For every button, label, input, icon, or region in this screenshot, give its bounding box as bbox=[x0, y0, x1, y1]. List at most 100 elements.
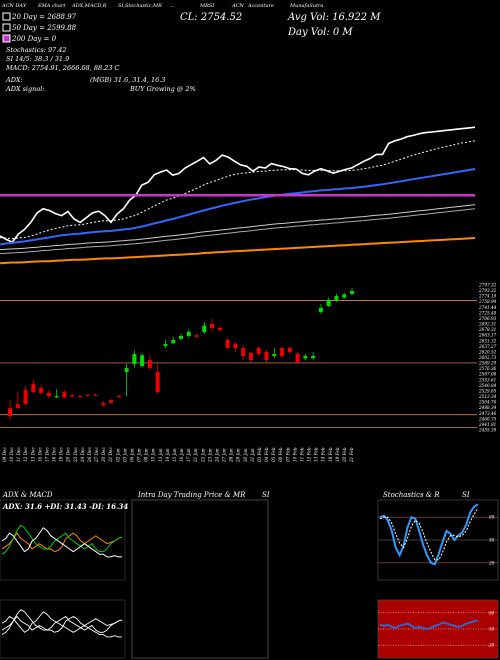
date-tick-label: 30 Jan bbox=[243, 448, 248, 462]
date-tick-label: 28 Jan bbox=[229, 448, 234, 463]
date-tick-label: 27 Jan bbox=[222, 448, 227, 463]
adx-values: (MGB) 31.6, 31.4, 16.3 bbox=[90, 76, 165, 84]
close-label: CL: 2754.52 bbox=[180, 12, 242, 23]
candle-body bbox=[287, 348, 292, 353]
avg-volume: Avg Vol: 16.922 M bbox=[287, 12, 381, 23]
ema200-line bbox=[0, 237, 476, 265]
date-tick-label: 08 Jan bbox=[144, 448, 149, 462]
date-tick-label: 06 Feb bbox=[278, 447, 283, 462]
header-fragment: ACN DAY bbox=[1, 3, 27, 9]
legend-200day: 200 Day = 0 bbox=[11, 35, 57, 43]
rsi-tick-label: 20 bbox=[488, 643, 495, 648]
price-tick-label: 2758.94 bbox=[478, 299, 497, 304]
candle-body bbox=[233, 344, 238, 349]
macd-panel-frame bbox=[0, 599, 126, 659]
legend-20day: 20 Day = 2688.97 bbox=[11, 13, 77, 21]
candle-body bbox=[334, 295, 339, 300]
candle-body bbox=[163, 344, 168, 347]
date-tick-label: 06 Jan bbox=[130, 448, 135, 462]
price-tick-label: 2576.36 bbox=[478, 366, 497, 371]
date-tick-label: 09 Dec bbox=[2, 447, 7, 462]
rsi-lines: 80 50 20 bbox=[378, 610, 498, 648]
price-tick-label: 2529.65 bbox=[478, 388, 497, 393]
macd-line bbox=[1, 609, 123, 635]
candle-body bbox=[303, 356, 308, 359]
date-tick-label: 31 Dec bbox=[108, 447, 113, 462]
adx-panel-frame bbox=[0, 499, 126, 581]
date-tick-label: 05 Feb bbox=[271, 447, 276, 462]
ema20-line bbox=[0, 140, 476, 240]
legend-box-50 bbox=[2, 23, 11, 32]
price-tick-label: 2540.84 bbox=[478, 383, 497, 388]
date-tick-label: 11 Feb bbox=[300, 447, 305, 462]
candle-body bbox=[147, 360, 152, 369]
candle-chart: 2797.322793.322774.192758.942741.442725.… bbox=[0, 283, 497, 463]
date-tick-label: 13 Feb bbox=[314, 447, 319, 462]
stoch-series-signal bbox=[379, 507, 479, 561]
ema100-lower-line bbox=[0, 208, 476, 255]
date-tick-label: 24 Dec bbox=[80, 447, 85, 463]
price-tick-label: 2589.29 bbox=[478, 361, 497, 366]
candle-body bbox=[155, 372, 160, 393]
date-tick-label: 19 Dec bbox=[59, 447, 64, 462]
candle-body bbox=[225, 340, 230, 349]
candle-body bbox=[194, 335, 199, 337]
price-tick-label: 2774.19 bbox=[478, 294, 497, 299]
candle-body bbox=[31, 384, 36, 393]
candle-body bbox=[101, 403, 106, 406]
macd-readout: MACD: 2754.91, 2666.68, 88.23 C bbox=[5, 64, 119, 72]
day-volume: Day Vol: 0 M bbox=[287, 27, 353, 38]
candle-body bbox=[77, 396, 82, 398]
legend-box-20 bbox=[2, 12, 11, 21]
stochastics-title: Stochastics & R bbox=[383, 491, 440, 499]
date-tick-label: 10 Jan bbox=[151, 448, 156, 462]
adx-label: ADX: bbox=[5, 76, 23, 84]
date-tick-label: 14 Feb bbox=[321, 447, 326, 462]
rsi-tick-label: 50 bbox=[489, 627, 495, 632]
candle-body bbox=[116, 396, 121, 398]
date-tick-label: 20 Dec bbox=[66, 447, 71, 463]
date-tick-label: 16 Jan bbox=[179, 448, 184, 462]
price-tick-label: 2602.73 bbox=[478, 355, 497, 360]
date-tick-label: 03 Feb bbox=[257, 447, 262, 462]
date-tick-label: 30 Dec bbox=[101, 447, 106, 462]
candle-body bbox=[171, 340, 176, 344]
adx-lines bbox=[1, 524, 123, 558]
price-tick-label: 2553.61 bbox=[478, 377, 496, 382]
candle-body bbox=[15, 404, 20, 409]
macd-lines bbox=[1, 609, 123, 638]
header-fragment: EMA chart bbox=[37, 3, 66, 9]
candle-body bbox=[272, 354, 277, 357]
candle-body bbox=[256, 348, 261, 355]
candle-body bbox=[186, 332, 191, 337]
adx-series--di bbox=[1, 527, 122, 558]
stochastics-title-suffix: SI bbox=[462, 491, 470, 499]
candle-body bbox=[326, 299, 331, 306]
legend: 20 Day = 2688.97 50 Day = 2599.88 200 Da… bbox=[2, 12, 77, 43]
price-tick-label: 2513.34 bbox=[478, 394, 497, 399]
adx-series-+di bbox=[1, 524, 123, 555]
price-tick-label: 2567.08 bbox=[478, 372, 497, 377]
date-tick-label: 07 Jan bbox=[137, 448, 142, 462]
adx-macd-title: ADX & MACD bbox=[2, 491, 53, 499]
candle-body bbox=[39, 388, 44, 393]
date-tick-label: 17 Jan bbox=[186, 448, 191, 462]
macd-line bbox=[1, 611, 122, 638]
legend-50day: 50 Day = 2599.88 bbox=[12, 24, 77, 32]
stoch-tick-label: 20 bbox=[488, 560, 495, 565]
stochastics-readout: Stochastics: 97.42 bbox=[6, 46, 67, 54]
price-tick-label: 2441.81 bbox=[478, 422, 496, 427]
header-fragment: ADX,MACD,R bbox=[71, 3, 107, 9]
rsi-series bbox=[379, 619, 479, 631]
date-tick-label: 31 Jan bbox=[250, 448, 255, 462]
date-tick-label: 21 Feb bbox=[349, 447, 354, 463]
price-tick-label: 2637.27 bbox=[478, 344, 497, 349]
date-tick-label: 23 Dec bbox=[73, 447, 78, 463]
candle-body bbox=[46, 392, 51, 397]
price-tick-label: 2663.17 bbox=[478, 333, 497, 338]
candle-body bbox=[23, 390, 28, 405]
candle-body bbox=[124, 368, 129, 373]
price-tick-label: 2488.34 bbox=[478, 405, 497, 410]
price-tick-label: 2460.75 bbox=[478, 416, 497, 421]
date-tick-label: 13 Jan bbox=[158, 448, 163, 462]
